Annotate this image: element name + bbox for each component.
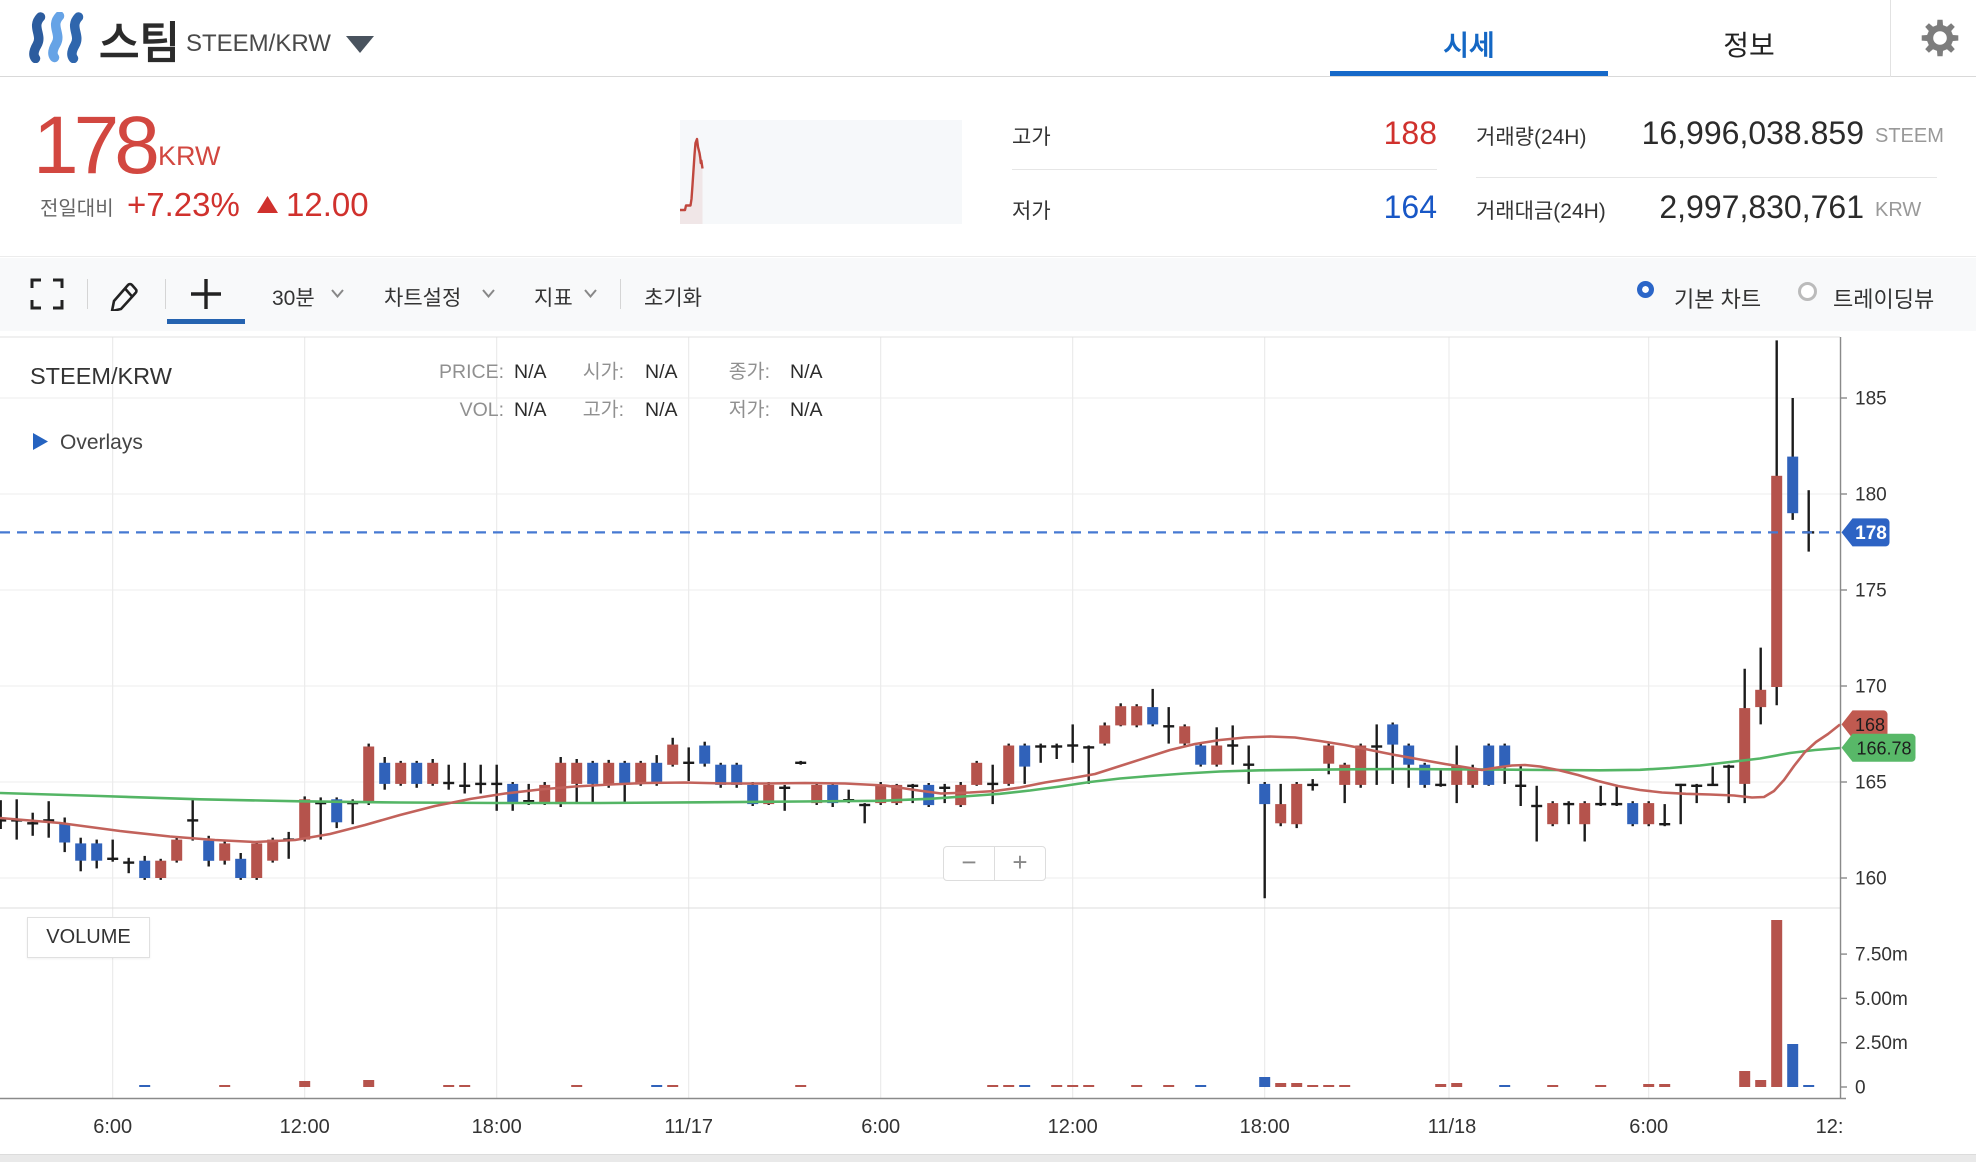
svg-text:180: 180 — [1855, 485, 1887, 506]
svg-text:저가:: 저가: — [729, 399, 770, 421]
svg-text:5.00m: 5.00m — [1855, 989, 1908, 1010]
svg-text:165: 165 — [1855, 773, 1887, 794]
svg-text:185: 185 — [1855, 389, 1887, 410]
svg-text:11/18: 11/18 — [1428, 1116, 1477, 1138]
svg-text:Overlays: Overlays — [60, 431, 143, 454]
svg-text:N/A: N/A — [790, 361, 823, 383]
svg-text:시가:: 시가: — [583, 361, 624, 383]
svg-text:6:00: 6:00 — [861, 1116, 900, 1138]
svg-text:N/A: N/A — [514, 361, 547, 383]
svg-text:2.50m: 2.50m — [1855, 1033, 1908, 1054]
svg-text:종가:: 종가: — [729, 361, 770, 383]
svg-text:11/17: 11/17 — [664, 1116, 713, 1138]
svg-text:STEEM/KRW: STEEM/KRW — [30, 363, 173, 389]
svg-text:VOL:: VOL: — [460, 399, 504, 421]
svg-text:12:00: 12:00 — [1048, 1116, 1098, 1138]
svg-text:N/A: N/A — [514, 399, 547, 421]
svg-text:N/A: N/A — [645, 361, 678, 383]
svg-text:N/A: N/A — [790, 399, 823, 421]
svg-text:160: 160 — [1855, 869, 1887, 890]
svg-text:170: 170 — [1855, 677, 1887, 698]
svg-text:12:00: 12:00 — [1816, 1116, 1866, 1138]
svg-text:12:00: 12:00 — [280, 1116, 330, 1138]
svg-text:178: 178 — [1855, 523, 1887, 544]
svg-text:168: 168 — [1855, 715, 1885, 735]
svg-text:PRICE:: PRICE: — [439, 361, 504, 383]
svg-text:18:00: 18:00 — [472, 1116, 522, 1138]
svg-text:175: 175 — [1855, 581, 1887, 602]
svg-text:6:00: 6:00 — [1629, 1116, 1668, 1138]
svg-text:7.50m: 7.50m — [1855, 945, 1908, 966]
svg-text:6:00: 6:00 — [93, 1116, 132, 1138]
svg-text:0: 0 — [1855, 1078, 1866, 1099]
svg-text:18:00: 18:00 — [1240, 1116, 1290, 1138]
svg-text:N/A: N/A — [645, 399, 678, 421]
svg-text:고가:: 고가: — [583, 399, 624, 421]
svg-text:166.78: 166.78 — [1856, 738, 1911, 758]
